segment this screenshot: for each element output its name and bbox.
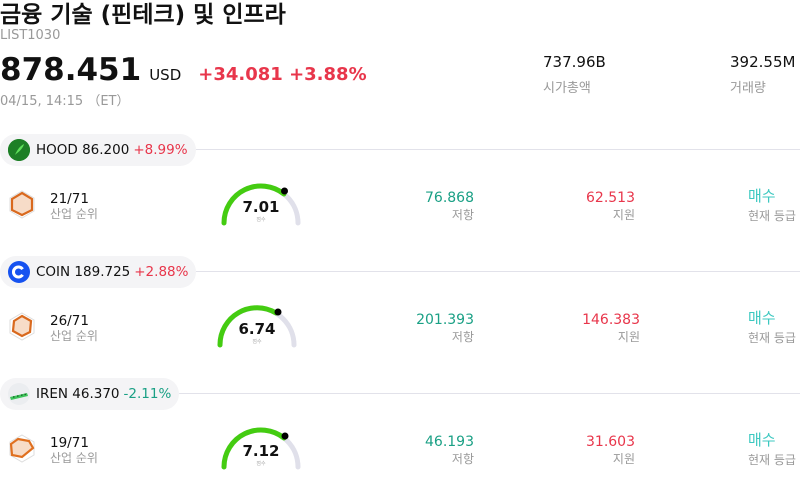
coinbase-c-icon: [8, 261, 30, 283]
score-gauge: 7.12 점수: [219, 423, 309, 473]
rank-label: 산업 순위: [50, 207, 98, 221]
industry-rank: 19/71 산업 순위: [8, 433, 98, 467]
current-grade: 매수 현재 등급: [748, 308, 796, 347]
score-value: 6.74: [238, 320, 276, 338]
radar-chart-icon: [8, 433, 36, 467]
grade-value: 매수: [748, 431, 776, 449]
resistance-value: 201.393: [416, 312, 474, 328]
timestamp: 04/15, 14:15 （ET）: [0, 94, 130, 109]
support-label: 지원: [612, 208, 635, 222]
support-value: 31.603: [586, 434, 635, 450]
iren-chip-icon: [8, 383, 30, 405]
support-label: 지원: [612, 452, 635, 466]
score-gauge: 7.01 점수: [219, 179, 309, 229]
stock-section-coin: COIN 189.725 +2.88% 26/71 산업 순위 6.74 점수 …: [0, 256, 800, 378]
stock-change-pct: +8.99%: [133, 142, 188, 158]
rank-value: 19/71: [50, 435, 89, 451]
score-gauge: 6.74 점수: [215, 301, 305, 351]
section-divider: [0, 149, 800, 150]
radar-chart-icon: [8, 311, 36, 345]
stock-pill-hood[interactable]: HOOD 86.200 +8.99%: [0, 134, 196, 166]
score-label: 점수: [252, 339, 262, 345]
section-divider: [0, 393, 800, 394]
industry-rank: 26/71 산업 순위: [8, 311, 98, 345]
radar-chart-icon: [8, 189, 36, 223]
resistance: 201.393 저항: [416, 311, 474, 346]
resistance-value: 46.193: [425, 434, 474, 450]
stock-section-hood: HOOD 86.200 +8.99% 21/71 산업 순위 7.01 점수 7…: [0, 134, 800, 256]
grade-label: 현재 등급: [748, 209, 796, 223]
stock-symbol-price: COIN 189.725: [36, 264, 131, 280]
resistance-value: 76.868: [425, 190, 474, 206]
resistance: 76.868 저항: [425, 189, 474, 224]
volume-label: 거래량: [730, 81, 766, 96]
volume-stat: 392.55M 거래량: [730, 53, 795, 96]
grade-value: 매수: [748, 187, 776, 205]
section-divider: [0, 271, 800, 272]
grade-value: 매수: [748, 309, 776, 327]
current-grade: 매수 현재 등급: [748, 186, 796, 225]
page-title: 금융 기술 (핀테크) 및 인프라: [0, 2, 286, 28]
stock-symbol-price: HOOD 86.200: [36, 142, 130, 158]
support-label: 지원: [617, 330, 640, 344]
resistance-label: 저항: [451, 330, 474, 344]
rank-label: 산업 순위: [50, 451, 98, 465]
support: 62.513 지원: [586, 189, 635, 224]
resistance: 46.193 저항: [425, 433, 474, 468]
rank-value: 21/71: [50, 191, 89, 207]
support: 146.383 지원: [582, 311, 640, 346]
industry-rank: 21/71 산업 순위: [8, 189, 98, 223]
stock-section-iren: IREN 46.370 -2.11% 19/71 산업 순위 7.12 점수 4…: [0, 378, 800, 488]
support: 31.603 지원: [586, 433, 635, 468]
price-change: +34.081 +3.88%: [198, 64, 367, 85]
stock-pill-coin[interactable]: COIN 189.725 +2.88%: [0, 256, 197, 288]
grade-label: 현재 등급: [748, 453, 796, 467]
support-value: 62.513: [586, 190, 635, 206]
rank-label: 산업 순위: [50, 329, 98, 343]
market-cap-value: 737.96B: [543, 53, 606, 71]
score-value: 7.01: [242, 198, 280, 216]
list-code: LIST1030: [0, 28, 61, 43]
stock-change-pct: -2.11%: [123, 386, 172, 402]
volume-value: 392.55M: [730, 53, 796, 71]
market-cap-label: 시가총액: [543, 81, 591, 96]
current-grade: 매수 현재 등급: [748, 430, 796, 469]
market-cap-stat: 737.96B 시가총액: [543, 53, 606, 96]
grade-label: 현재 등급: [748, 331, 796, 345]
rank-value: 26/71: [50, 313, 89, 329]
score-value: 7.12: [242, 442, 280, 460]
stock-change-pct: +2.88%: [134, 264, 189, 280]
score-label: 점수: [256, 217, 266, 223]
currency: USD: [149, 66, 182, 84]
current-price: 878.451: [0, 52, 142, 88]
resistance-label: 저항: [451, 208, 474, 222]
score-label: 점수: [256, 461, 266, 467]
resistance-label: 저항: [451, 452, 474, 466]
support-value: 146.383: [582, 312, 640, 328]
price-row: 878.451 USD +34.081 +3.88%: [0, 52, 367, 88]
robinhood-feather-icon: [8, 139, 30, 161]
stock-pill-iren[interactable]: IREN 46.370 -2.11%: [0, 378, 180, 410]
stock-symbol-price: IREN 46.370: [36, 386, 120, 402]
